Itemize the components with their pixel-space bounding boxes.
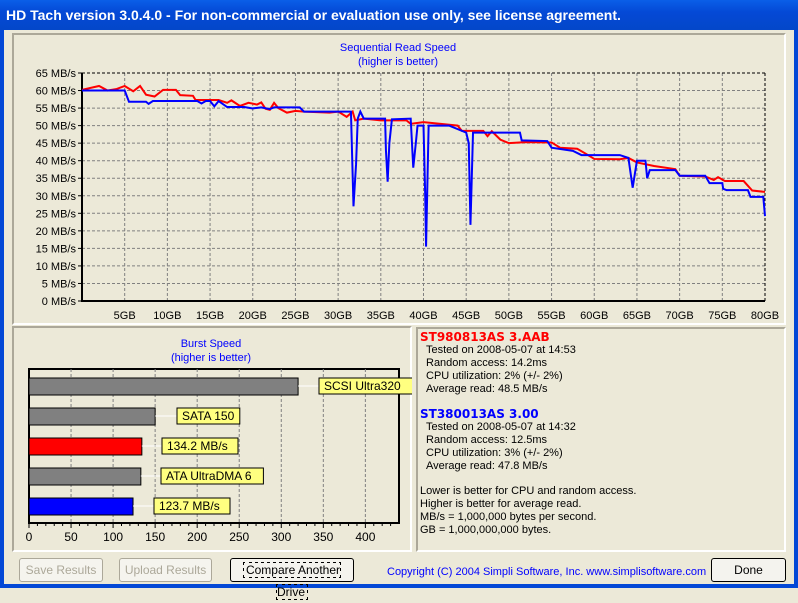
drive-1-random: Random access: 14.2ms: [426, 357, 548, 369]
burst-bar: [28, 467, 142, 486]
note: GB = 1,000,000,000 bytes.: [420, 524, 552, 536]
drive-2-avg: Average read: 47.8 MB/s: [426, 460, 548, 472]
x-tick-label: 150: [145, 530, 165, 544]
x-tick-label: 45GB: [452, 310, 480, 322]
drive-2-name: ST380013AS 3.00: [420, 407, 539, 421]
sequential-chart-panel: [12, 33, 786, 325]
burst-label: ATA UltraDMA 6: [166, 469, 252, 483]
burst-subtitle: (higher is better): [171, 352, 251, 364]
x-tick-label: 300: [271, 530, 291, 544]
y-tick-label: 40 MB/s: [36, 156, 77, 168]
title-bar: HD Tach version 3.0.4.0 - For non-commer…: [0, 0, 798, 30]
compare-another-drive-button[interactable]: Compare Another Drive: [230, 558, 354, 600]
burst-chart-panel: [12, 326, 412, 552]
x-tick-label: 80GB: [751, 310, 779, 322]
y-tick-label: 55 MB/s: [36, 103, 77, 115]
x-tick-label: 250: [229, 530, 249, 544]
drive-1-name: ST980813AS 3.AAB: [420, 330, 550, 344]
x-tick-label: 20GB: [239, 310, 267, 322]
drive-1-cpu: CPU utilization: 2% (+/- 2%): [426, 370, 563, 382]
burst-label-box: [176, 407, 241, 425]
y-tick-label: 0 MB/s: [42, 296, 77, 308]
x-tick-label: 25GB: [281, 310, 309, 322]
y-tick-label: 15 MB/s: [36, 243, 77, 255]
x-tick-label: 70GB: [666, 310, 694, 322]
window-frame: [0, 30, 798, 588]
x-tick-label: 100: [103, 530, 123, 544]
sequential-read-chart: Sequential Read Speed (higher is better)…: [36, 42, 779, 322]
x-tick-label: 75GB: [708, 310, 736, 322]
x-tick-label: 0: [26, 530, 33, 544]
y-tick-label: 10 MB/s: [36, 261, 77, 273]
y-tick-label: 20 MB/s: [36, 226, 77, 238]
burst-label: SCSI Ultra320: [324, 379, 401, 393]
window-title: HD Tach version 3.0.4.0 - For non-commer…: [6, 7, 621, 23]
y-tick-label: 25 MB/s: [36, 208, 77, 220]
drive-2-random: Random access: 12.5ms: [426, 434, 548, 446]
burst-label-box: [160, 467, 264, 485]
burst-label-box: [318, 377, 412, 395]
save-results-label: Save Results: [25, 563, 97, 577]
y-tick-label: 65 MB/s: [36, 68, 77, 80]
done-label: Done: [734, 563, 763, 577]
x-tick-label: 60GB: [580, 310, 608, 322]
upload-results-label: Upload Results: [124, 563, 207, 577]
copyright-link[interactable]: Copyright (C) 2004 Simpli Software, Inc.…: [387, 566, 707, 578]
results-panel: [416, 327, 786, 552]
chart-title: Sequential Read Speed: [340, 42, 456, 54]
x-tick-label: 400: [355, 530, 375, 544]
x-tick-label: 50GB: [495, 310, 523, 322]
burst-bar: [28, 497, 134, 516]
drive-2-cpu: CPU utilization: 3% (+/- 2%): [426, 447, 563, 459]
x-tick-label: 10GB: [153, 310, 181, 322]
y-tick-label: 5 MB/s: [42, 278, 77, 290]
note: MB/s = 1,000,000 bytes per second.: [420, 511, 597, 523]
burst-speed-chart: Burst Speed (higher is better) 0 50 100 150…: [26, 338, 412, 544]
drive-2-tested: Tested on 2008-05-07 at 14:32: [426, 421, 576, 433]
burst-title: Burst Speed: [181, 338, 242, 350]
x-tick-label: 200: [187, 530, 207, 544]
note: Lower is better for CPU and random acces…: [420, 485, 637, 497]
burst-label: SATA 150: [182, 409, 235, 423]
series-line-1: [81, 84, 766, 193]
burst-bar: [28, 437, 143, 456]
burst-label-box: [161, 437, 239, 455]
y-tick-label: 35 MB/s: [36, 173, 77, 185]
drive-1-tested: Tested on 2008-05-07 at 14:53: [426, 344, 576, 356]
x-tick-label: 40GB: [409, 310, 437, 322]
x-tick-label: 30GB: [324, 310, 352, 322]
results-text: ST980813AS 3.AAB Tested on 2008-05-07 at…: [416, 327, 786, 552]
y-tick-label: 50 MB/s: [36, 121, 77, 133]
x-tick-label: 15GB: [196, 310, 224, 322]
x-tick-label: 55GB: [537, 310, 565, 322]
chart-subtitle: (higher is better): [358, 56, 438, 68]
upload-results-button[interactable]: Upload Results: [119, 558, 212, 582]
burst-label: 123.7 MB/s: [159, 499, 220, 513]
y-tick-label: 30 MB/s: [36, 191, 77, 203]
save-results-button[interactable]: Save Results: [19, 558, 103, 582]
y-tick-label: 60 MB/s: [36, 86, 77, 98]
y-tick-label: 45 MB/s: [36, 138, 77, 150]
burst-bar: [28, 377, 299, 396]
series-line-2: [82, 89, 766, 247]
x-tick-label: 350: [313, 530, 333, 544]
x-tick-label: 65GB: [623, 310, 651, 322]
burst-bar: [28, 407, 156, 426]
done-button[interactable]: Done: [711, 558, 786, 582]
burst-label-box: [153, 497, 231, 515]
x-tick-label: 35GB: [367, 310, 395, 322]
x-tick-label: 5GB: [114, 310, 136, 322]
note: Higher is better for average read.: [420, 498, 582, 510]
burst-label: 134.2 MB/s: [167, 439, 228, 453]
drive-1-avg: Average read: 48.5 MB/s: [426, 383, 548, 395]
x-tick-label: 50: [64, 530, 78, 544]
compare-label: Compare Another Drive: [242, 562, 342, 600]
